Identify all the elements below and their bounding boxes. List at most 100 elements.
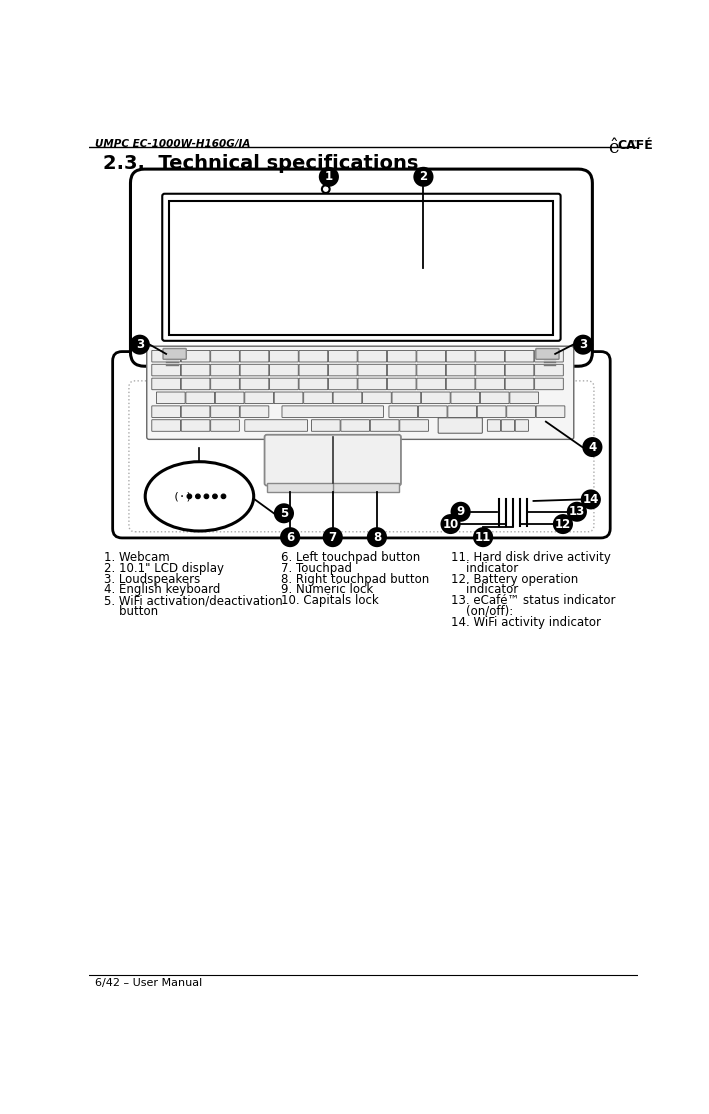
FancyBboxPatch shape [476, 351, 504, 362]
FancyBboxPatch shape [446, 378, 475, 390]
FancyBboxPatch shape [182, 420, 210, 431]
FancyBboxPatch shape [311, 420, 340, 431]
Text: 7: 7 [329, 530, 337, 544]
Text: 14. WiFi activity indicator: 14. WiFi activity indicator [452, 616, 601, 628]
Circle shape [204, 494, 208, 499]
FancyBboxPatch shape [113, 352, 610, 538]
FancyBboxPatch shape [487, 420, 501, 431]
FancyBboxPatch shape [186, 392, 215, 403]
Bar [169, 201, 553, 334]
FancyBboxPatch shape [370, 420, 399, 431]
FancyBboxPatch shape [358, 351, 386, 362]
FancyBboxPatch shape [269, 351, 298, 362]
FancyBboxPatch shape [274, 392, 303, 403]
Text: 11: 11 [475, 530, 491, 544]
Text: ™: ™ [630, 139, 639, 148]
Text: 8: 8 [373, 530, 381, 544]
Circle shape [322, 185, 330, 193]
FancyBboxPatch shape [182, 405, 210, 418]
Circle shape [323, 527, 343, 547]
FancyBboxPatch shape [515, 420, 528, 431]
FancyBboxPatch shape [299, 351, 328, 362]
FancyBboxPatch shape [417, 378, 445, 390]
Text: ê: ê [608, 139, 618, 157]
Text: 8. Right touchpad button: 8. Right touchpad button [281, 573, 429, 586]
Circle shape [440, 514, 461, 534]
FancyBboxPatch shape [400, 420, 428, 431]
FancyBboxPatch shape [147, 346, 574, 439]
Circle shape [473, 527, 493, 547]
FancyBboxPatch shape [269, 364, 298, 375]
FancyBboxPatch shape [157, 392, 185, 403]
FancyBboxPatch shape [211, 378, 240, 390]
Circle shape [553, 514, 573, 534]
FancyBboxPatch shape [506, 351, 534, 362]
FancyBboxPatch shape [476, 364, 504, 375]
FancyBboxPatch shape [211, 405, 240, 418]
FancyBboxPatch shape [328, 364, 357, 375]
FancyBboxPatch shape [446, 364, 475, 375]
FancyBboxPatch shape [510, 392, 539, 403]
Bar [267, 483, 398, 492]
Circle shape [187, 494, 191, 499]
FancyBboxPatch shape [299, 378, 328, 390]
FancyBboxPatch shape [535, 364, 564, 375]
Text: (on/off):: (on/off): [452, 605, 513, 618]
Text: 12. Battery operation: 12. Battery operation [452, 573, 579, 586]
Text: 6: 6 [286, 530, 294, 544]
Text: 10: 10 [442, 518, 459, 530]
FancyBboxPatch shape [417, 351, 445, 362]
Circle shape [573, 334, 593, 354]
FancyBboxPatch shape [152, 378, 181, 390]
Circle shape [319, 167, 339, 187]
Text: 1: 1 [325, 170, 333, 184]
FancyBboxPatch shape [211, 351, 240, 362]
FancyBboxPatch shape [211, 420, 240, 431]
FancyBboxPatch shape [163, 349, 186, 360]
Circle shape [581, 489, 601, 509]
FancyBboxPatch shape [211, 364, 240, 375]
Circle shape [450, 501, 471, 521]
Circle shape [566, 501, 587, 521]
FancyBboxPatch shape [152, 364, 181, 375]
Text: 1. Webcam: 1. Webcam [104, 551, 170, 564]
Text: 3. Loudspeakers: 3. Loudspeakers [104, 573, 201, 586]
Text: button: button [104, 605, 158, 618]
Circle shape [196, 494, 200, 499]
FancyBboxPatch shape [481, 392, 509, 403]
FancyBboxPatch shape [162, 194, 561, 341]
Circle shape [213, 494, 217, 499]
FancyBboxPatch shape [182, 351, 210, 362]
FancyBboxPatch shape [341, 420, 369, 431]
FancyBboxPatch shape [240, 351, 269, 362]
Circle shape [274, 504, 294, 524]
Text: 13: 13 [569, 506, 585, 518]
FancyBboxPatch shape [182, 364, 210, 375]
Text: CAFÉ: CAFÉ [617, 139, 653, 153]
FancyBboxPatch shape [216, 392, 244, 403]
Text: 10. Capitals lock: 10. Capitals lock [281, 594, 379, 607]
Circle shape [280, 527, 300, 547]
Ellipse shape [145, 461, 254, 531]
Text: 6/42 – User Manual: 6/42 – User Manual [95, 978, 202, 988]
Text: 9. Numeric lock: 9. Numeric lock [281, 584, 373, 596]
Text: 6. Left touchpad button: 6. Left touchpad button [281, 551, 420, 564]
FancyBboxPatch shape [182, 378, 210, 390]
FancyBboxPatch shape [421, 392, 450, 403]
FancyBboxPatch shape [299, 364, 328, 375]
FancyBboxPatch shape [240, 405, 269, 418]
Text: 4: 4 [588, 440, 596, 453]
FancyBboxPatch shape [269, 378, 298, 390]
FancyBboxPatch shape [152, 351, 181, 362]
FancyBboxPatch shape [328, 351, 357, 362]
Circle shape [367, 527, 387, 547]
Circle shape [221, 494, 225, 499]
FancyBboxPatch shape [264, 434, 401, 486]
FancyBboxPatch shape [245, 392, 274, 403]
FancyBboxPatch shape [328, 378, 357, 390]
FancyBboxPatch shape [240, 378, 269, 390]
FancyBboxPatch shape [446, 351, 475, 362]
FancyBboxPatch shape [387, 351, 416, 362]
Text: 3: 3 [135, 339, 144, 351]
FancyBboxPatch shape [417, 364, 445, 375]
